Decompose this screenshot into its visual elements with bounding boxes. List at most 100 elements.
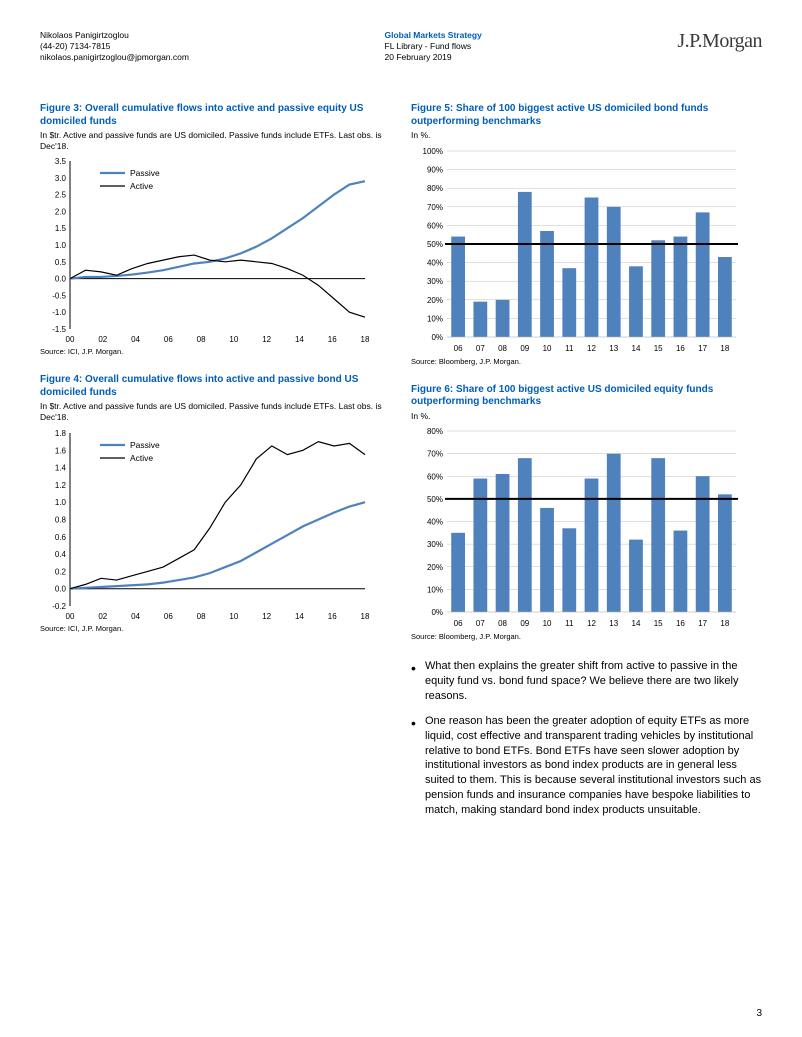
svg-text:14: 14 — [295, 335, 304, 344]
svg-text:2.0: 2.0 — [55, 208, 67, 217]
figure-6: Figure 6: Share of 100 biggest active US… — [411, 384, 762, 642]
svg-text:15: 15 — [654, 619, 663, 628]
svg-text:-0.5: -0.5 — [52, 292, 66, 301]
svg-text:80%: 80% — [427, 427, 443, 436]
svg-text:50%: 50% — [427, 495, 443, 504]
svg-text:16: 16 — [676, 344, 685, 353]
svg-text:07: 07 — [476, 344, 485, 353]
header-center-block: Global Markets Strategy FL Library - Fun… — [385, 30, 482, 63]
figure-4-chart: -0.20.00.20.40.60.81.01.21.41.61.8000204… — [40, 427, 370, 622]
figure-5-subtitle: In %. — [411, 130, 762, 141]
svg-text:Active: Active — [130, 181, 153, 191]
figure-3-title: Figure 3: Overall cumulative flows into … — [40, 103, 391, 128]
svg-text:0.6: 0.6 — [55, 532, 67, 541]
figure-3-source: Source: ICI, J.P. Morgan. — [40, 347, 391, 356]
svg-text:10: 10 — [543, 619, 552, 628]
svg-text:06: 06 — [454, 344, 463, 353]
svg-text:17: 17 — [698, 619, 707, 628]
svg-text:16: 16 — [328, 335, 337, 344]
svg-text:3.0: 3.0 — [55, 174, 67, 183]
figure-3-subtitle: In $tr. Active and passive funds are US … — [40, 130, 391, 151]
svg-text:07: 07 — [476, 619, 485, 628]
jpmorgan-logo: J.P.Morgan — [677, 30, 762, 53]
body-text: What then explains the greater shift fro… — [411, 659, 762, 817]
svg-text:0.4: 0.4 — [55, 550, 67, 559]
figure-4-source: Source: ICI, J.P. Morgan. — [40, 624, 391, 633]
svg-text:30%: 30% — [427, 277, 443, 286]
svg-text:14: 14 — [295, 612, 304, 621]
svg-text:14: 14 — [632, 344, 641, 353]
svg-text:09: 09 — [520, 619, 529, 628]
report-date: 20 February 2019 — [385, 52, 482, 63]
svg-text:10: 10 — [543, 344, 552, 353]
svg-text:10: 10 — [229, 335, 238, 344]
body-bullet-1: What then explains the greater shift fro… — [425, 659, 762, 704]
left-column: Figure 3: Overall cumulative flows into … — [40, 103, 391, 828]
svg-text:Passive: Passive — [130, 440, 160, 450]
figure-4-title: Figure 4: Overall cumulative flows into … — [40, 374, 391, 399]
svg-text:90%: 90% — [427, 165, 443, 174]
figure-4: Figure 4: Overall cumulative flows into … — [40, 374, 391, 632]
svg-text:12: 12 — [587, 344, 596, 353]
svg-text:1.6: 1.6 — [55, 446, 67, 455]
svg-text:10: 10 — [229, 612, 238, 621]
figure-5-title: Figure 5: Share of 100 biggest active US… — [411, 103, 762, 128]
svg-text:2.5: 2.5 — [55, 191, 67, 200]
svg-text:0%: 0% — [431, 608, 443, 617]
report-series: Global Markets Strategy — [385, 30, 482, 41]
svg-text:00: 00 — [66, 335, 75, 344]
svg-text:16: 16 — [676, 619, 685, 628]
svg-text:02: 02 — [98, 335, 107, 344]
header-author-block: Nikolaos Panigirtzoglou (44-20) 7134-781… — [40, 30, 189, 63]
figure-6-source: Source: Bloomberg, J.P. Morgan. — [411, 632, 762, 641]
svg-text:20%: 20% — [427, 296, 443, 305]
svg-text:13: 13 — [609, 619, 618, 628]
svg-text:18: 18 — [720, 619, 729, 628]
svg-text:0.2: 0.2 — [55, 567, 67, 576]
svg-text:30%: 30% — [427, 541, 443, 550]
page-number: 3 — [756, 1008, 762, 1019]
svg-text:12: 12 — [262, 612, 271, 621]
svg-text:15: 15 — [654, 344, 663, 353]
svg-text:17: 17 — [698, 344, 707, 353]
svg-text:-1.5: -1.5 — [52, 325, 66, 334]
svg-text:16: 16 — [328, 612, 337, 621]
svg-text:20%: 20% — [427, 563, 443, 572]
svg-text:Passive: Passive — [130, 168, 160, 178]
svg-text:0.8: 0.8 — [55, 515, 67, 524]
svg-text:08: 08 — [498, 619, 507, 628]
svg-text:04: 04 — [131, 335, 140, 344]
svg-text:02: 02 — [98, 612, 107, 621]
figure-6-chart: 0%10%20%30%40%50%60%70%80%06070809101112… — [411, 425, 741, 630]
figure-5-chart: 0%10%20%30%40%50%60%70%80%90%100%0607080… — [411, 145, 741, 355]
svg-text:12: 12 — [587, 619, 596, 628]
report-subtitle: FL Library - Fund flows — [385, 41, 482, 52]
svg-text:0%: 0% — [431, 333, 443, 342]
svg-text:1.0: 1.0 — [55, 241, 67, 250]
svg-text:1.2: 1.2 — [55, 481, 67, 490]
svg-text:0.0: 0.0 — [55, 275, 67, 284]
svg-text:18: 18 — [361, 612, 370, 621]
author-phone: (44-20) 7134-7815 — [40, 41, 189, 52]
author-email: nikolaos.panigirtzoglou@jpmorgan.com — [40, 52, 189, 63]
svg-text:14: 14 — [632, 619, 641, 628]
svg-text:70%: 70% — [427, 450, 443, 459]
svg-text:1.0: 1.0 — [55, 498, 67, 507]
svg-text:80%: 80% — [427, 184, 443, 193]
svg-text:-1.0: -1.0 — [52, 309, 66, 318]
svg-text:50%: 50% — [427, 240, 443, 249]
svg-text:11: 11 — [565, 344, 574, 353]
svg-text:1.5: 1.5 — [55, 225, 67, 234]
figure-3-chart: -1.5-1.0-0.50.00.51.01.52.02.53.03.50002… — [40, 155, 370, 345]
svg-text:Active: Active — [130, 453, 153, 463]
svg-text:0.5: 0.5 — [55, 258, 67, 267]
svg-text:40%: 40% — [427, 258, 443, 267]
figure-4-subtitle: In $tr. Active and passive funds are US … — [40, 401, 391, 422]
svg-text:08: 08 — [197, 612, 206, 621]
svg-text:60%: 60% — [427, 221, 443, 230]
svg-text:12: 12 — [262, 335, 271, 344]
svg-text:09: 09 — [520, 344, 529, 353]
svg-text:06: 06 — [454, 619, 463, 628]
svg-text:1.4: 1.4 — [55, 463, 67, 472]
content-columns: Figure 3: Overall cumulative flows into … — [40, 103, 762, 828]
